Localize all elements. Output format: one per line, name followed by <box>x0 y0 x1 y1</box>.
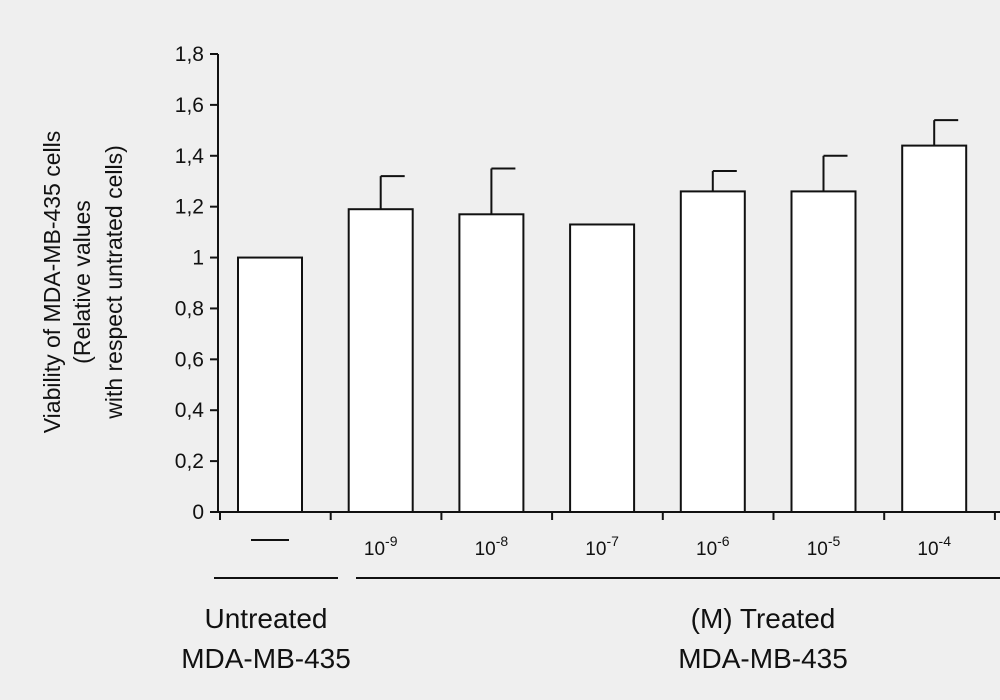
y-axis-label-line: with respect untrated cells) <box>101 145 127 420</box>
y-axis-label: Viability of MDA-MB-435 cells (Relative v… <box>39 131 127 434</box>
y-tick-label: 0,2 <box>175 450 204 473</box>
y-axis-label-line: (Relative values <box>69 200 95 364</box>
y-tick-label: 1,6 <box>175 94 204 117</box>
x-tick-label: 10-4 <box>917 533 951 560</box>
bar <box>790 190 857 513</box>
y-tick-label: 0,4 <box>175 399 205 422</box>
group-label: MDA-MB-435 <box>678 643 848 674</box>
bars <box>237 119 968 514</box>
y-tick-label: 1,4 <box>175 145 205 168</box>
y-axis-label-line: Viability of MDA-MB-435 cells <box>39 131 65 434</box>
x-tick-label: 10-9 <box>364 533 398 560</box>
bar <box>679 190 746 513</box>
group-label: (M) Treated <box>691 603 836 634</box>
x-tick-label: 10-8 <box>475 533 509 560</box>
bar <box>901 144 968 513</box>
bar <box>237 256 303 513</box>
y-tick-label: 0,6 <box>175 348 204 371</box>
x-tick-label: 10-5 <box>807 533 841 560</box>
bar <box>569 223 636 513</box>
x-tick-label: 10-7 <box>585 533 619 560</box>
y-tick-label: 0 <box>192 501 204 524</box>
bar <box>347 208 414 513</box>
y-tick-label: 0,8 <box>175 297 204 320</box>
x-tick-label: 10-6 <box>696 533 730 560</box>
group-label: Untreated <box>205 603 328 634</box>
y-tick-label: 1,2 <box>175 196 204 219</box>
y-axis: 0 0,2 0,4 0,6 0,8 1 1,2 1,4 1,6 1,8 <box>175 43 219 524</box>
bar <box>458 213 525 514</box>
y-tick-label: 1 <box>192 247 204 270</box>
y-tick-label: 1,8 <box>175 43 204 66</box>
x-axis: 10-9 10-8 10-7 10-6 10-5 10-4 <box>218 511 1000 560</box>
group-label: MDA-MB-435 <box>181 643 351 674</box>
group-labels: Untreated MDA-MB-435 (M) Treated MDA-MB-435 <box>181 577 1000 674</box>
